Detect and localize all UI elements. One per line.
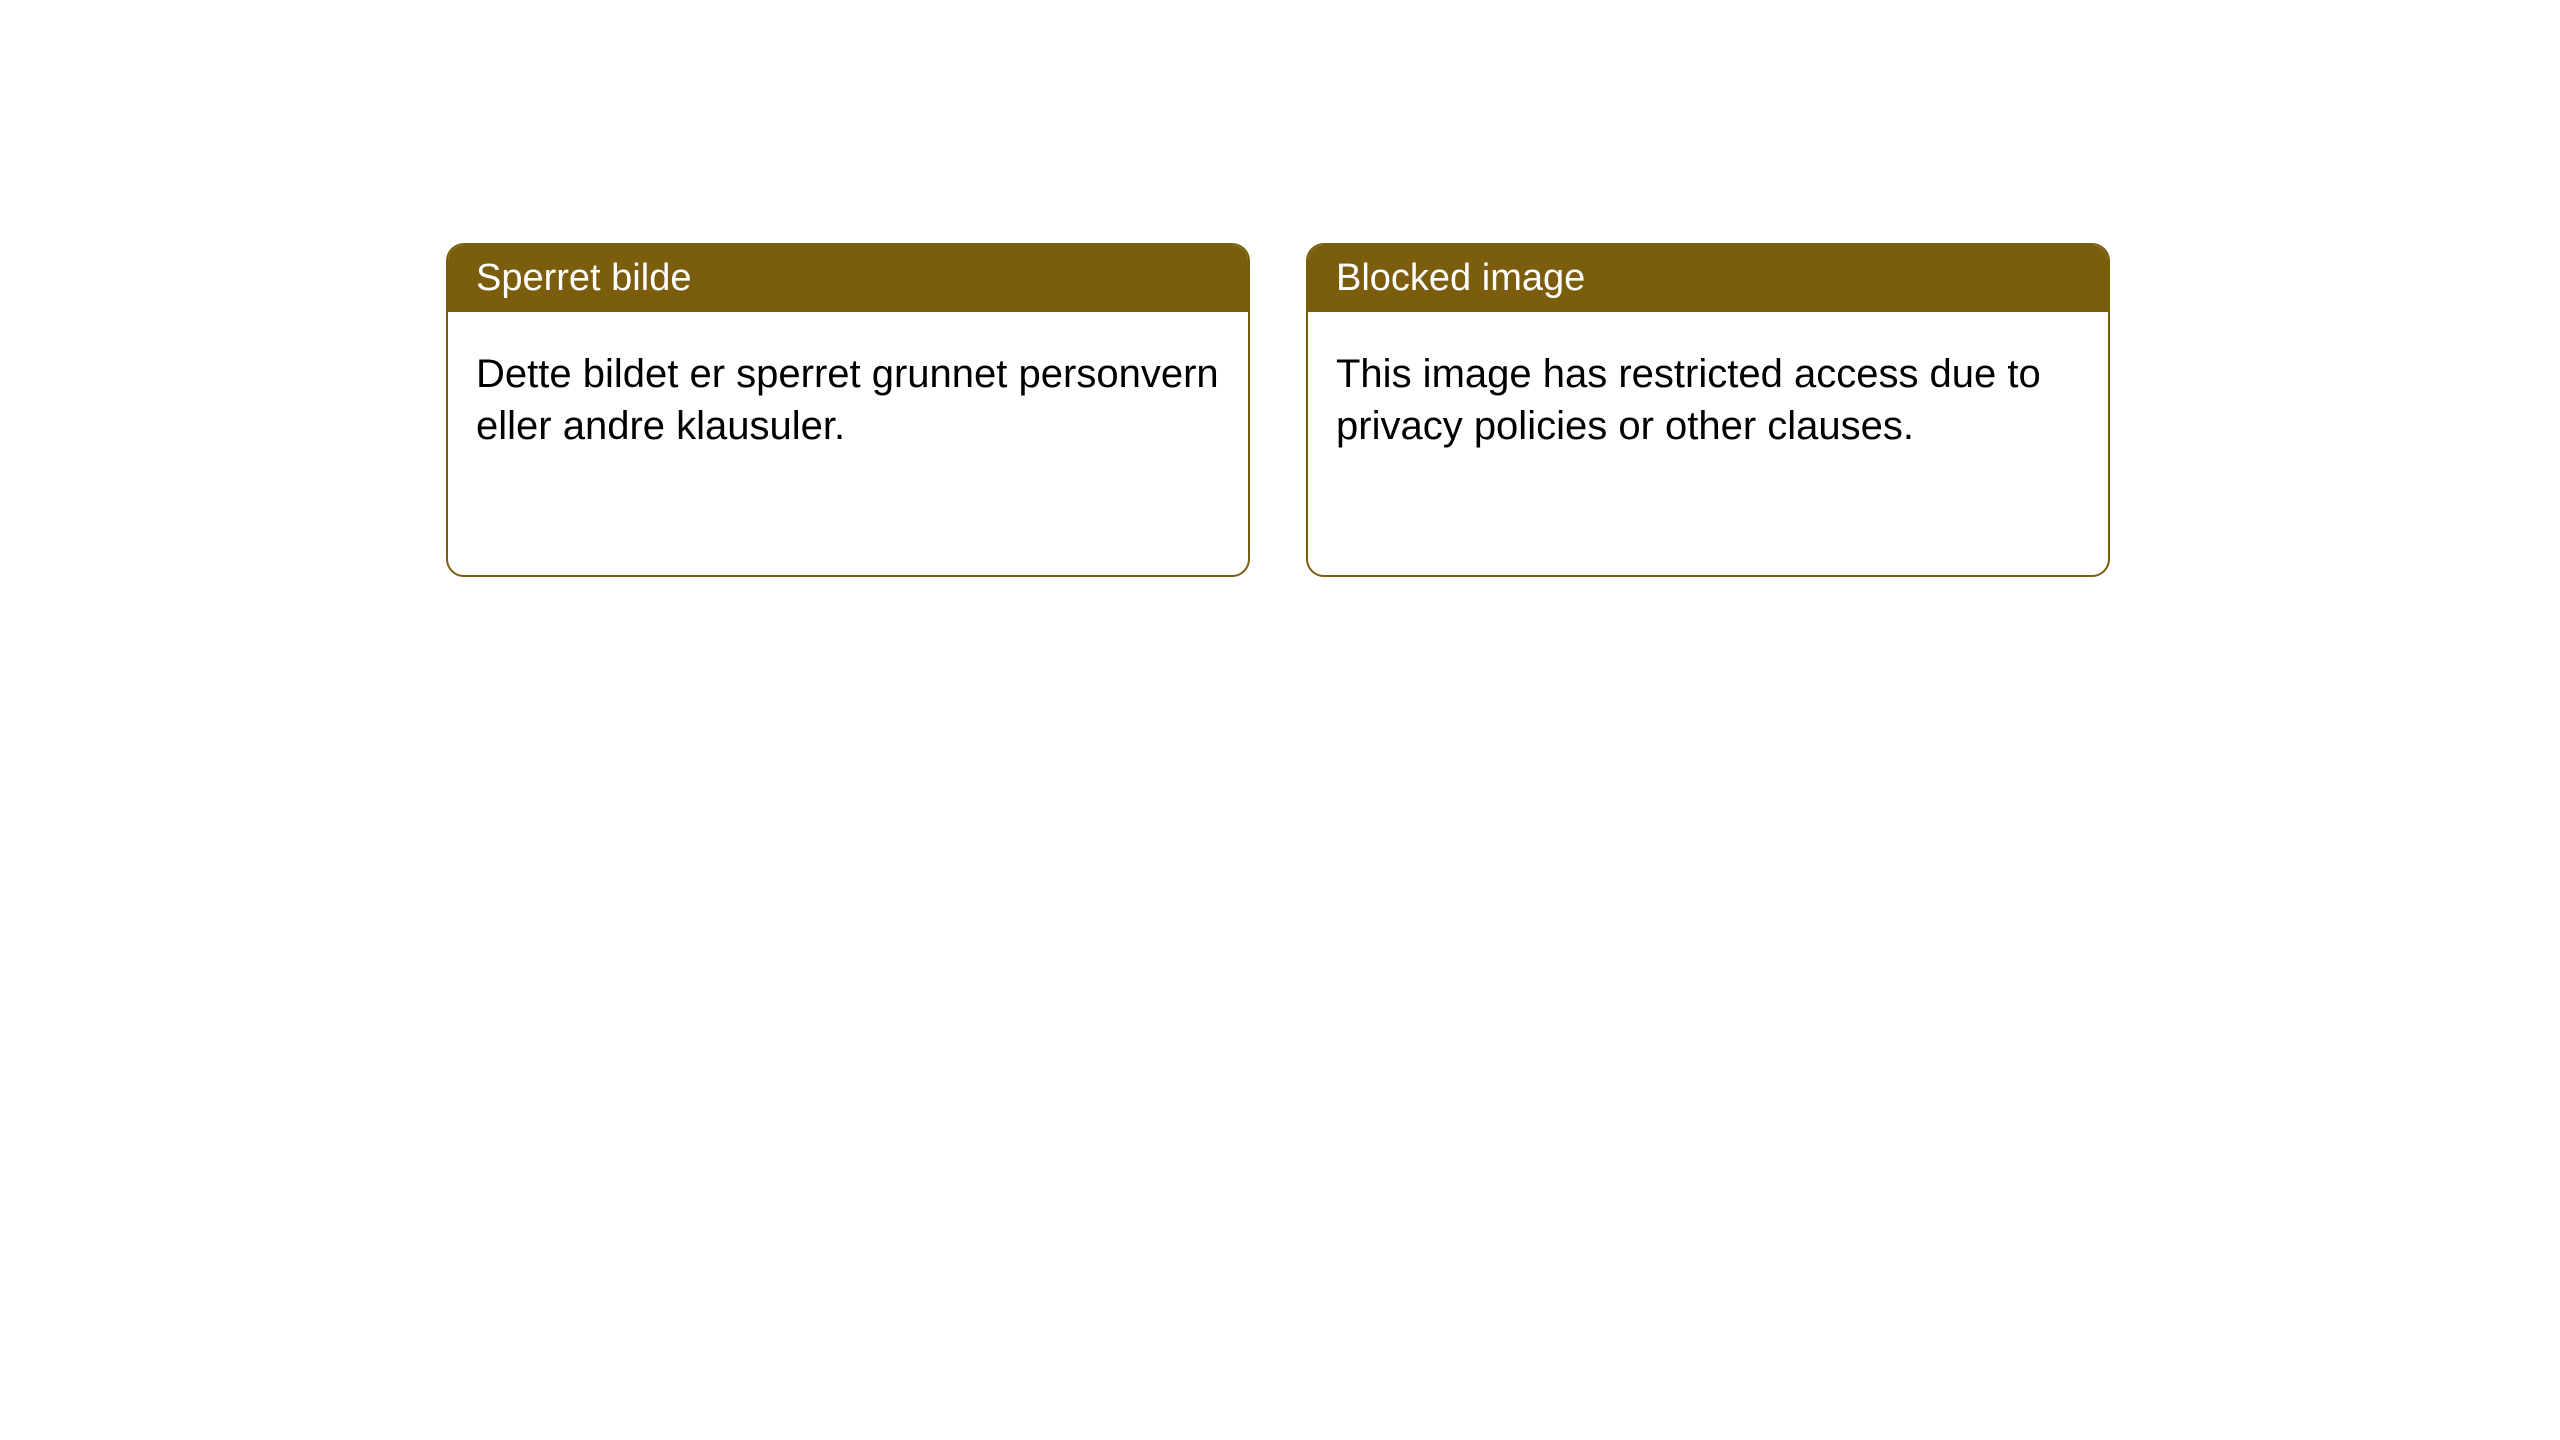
blocked-image-card-norwegian: Sperret bilde Dette bildet er sperret gr… <box>446 243 1250 577</box>
card-body: This image has restricted access due to … <box>1308 312 2108 488</box>
card-title: Blocked image <box>1336 257 1585 299</box>
card-message: This image has restricted access due to … <box>1336 352 2041 448</box>
card-header: Blocked image <box>1308 245 2108 312</box>
card-body: Dette bildet er sperret grunnet personve… <box>448 312 1248 488</box>
card-header: Sperret bilde <box>448 245 1248 312</box>
blocked-image-card-english: Blocked image This image has restricted … <box>1306 243 2110 577</box>
card-message: Dette bildet er sperret grunnet personve… <box>476 352 1219 448</box>
card-title: Sperret bilde <box>476 257 691 299</box>
cards-container: Sperret bilde Dette bildet er sperret gr… <box>0 0 2560 577</box>
